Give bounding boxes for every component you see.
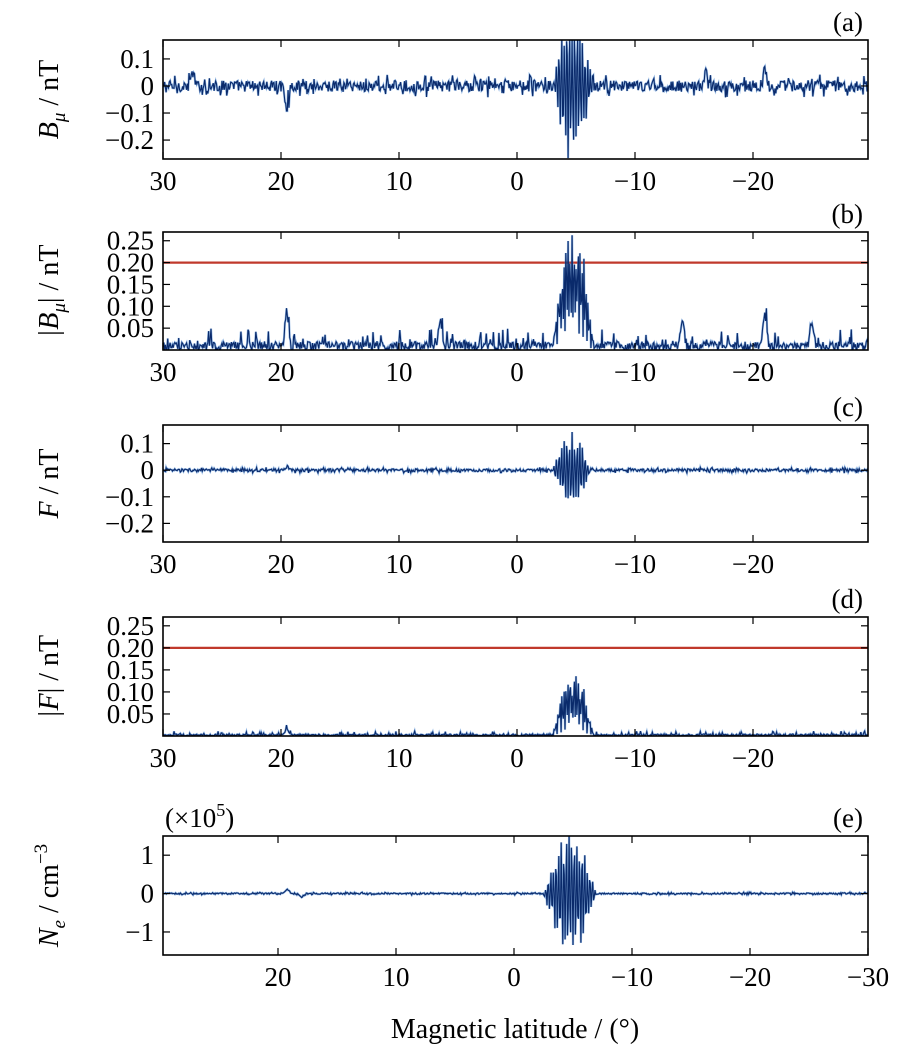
x-tick-label-e: −20 (729, 962, 771, 992)
plot-frame-b (162, 231, 869, 351)
y-tick-label-d: 0.10 (107, 677, 154, 707)
panel-label-d: (d) (832, 584, 863, 614)
x-tick-label-a: 10 (386, 166, 413, 196)
y-tick-label-c: 0 (141, 455, 155, 485)
y-tick-label-a: 0.1 (120, 44, 154, 74)
x-tick-label-a: −10 (614, 166, 656, 196)
y-axis-label-d: |F| / nT (34, 635, 65, 718)
series-line-c (163, 431, 868, 499)
y-tick-label-b: 0.15 (107, 269, 154, 299)
x-tick-label-a: 20 (268, 166, 295, 196)
panel-label-c: (c) (833, 392, 863, 422)
series-line-light-c (163, 431, 868, 499)
y-tick-label-d: 0.15 (107, 655, 154, 685)
y-tick-label-e: −1 (125, 917, 154, 947)
plot-frame-c (162, 424, 869, 543)
x-tick-label-e: 0 (507, 962, 521, 992)
y-tick-label-e: 1 (141, 840, 155, 870)
series-line-e (163, 836, 868, 946)
series-line-d (163, 676, 868, 736)
x-tick-label-c: −20 (732, 549, 774, 579)
y-tick-label-b: 0.25 (107, 226, 154, 256)
y-tick-label-d: 0.05 (107, 699, 154, 729)
x-tick-label-c: 20 (268, 549, 295, 579)
y-tick-label-c: −0.1 (105, 482, 154, 512)
chart-panel-b: 30 20 10 0 −10 −20 0.250.200.150.100.05 (b) |Bμ|… (34, 199, 869, 387)
x-tick-label-c: 10 (386, 549, 413, 579)
y-axis-label-e: Ne / cm−3 (31, 844, 70, 948)
x-tick-label-b: −10 (614, 357, 656, 387)
x-tick-label-c: 0 (510, 549, 524, 579)
x-tick-label-d: 20 (268, 743, 295, 773)
x-tick-label-d: −10 (614, 743, 656, 773)
x-tick-label-b: 30 (150, 357, 177, 387)
series-line-a (163, 40, 868, 159)
y-tick-label-a: −0.1 (105, 98, 154, 128)
x-tick-label-a: 0 (510, 166, 524, 196)
x-tick-label-d: −20 (732, 743, 774, 773)
x-tick-label-b: 20 (268, 357, 295, 387)
y-tick-label-b: 0.05 (107, 313, 154, 343)
plot-frame-a (162, 39, 869, 160)
chart-panel-d: 30 20 10 0 −10 −20 0.250.200.150.100.05 (d) |F| … (34, 584, 869, 773)
x-tick-label-c: 30 (150, 549, 177, 579)
plot-frame-d (162, 616, 869, 737)
x-tick-label-c: −10 (614, 549, 656, 579)
x-tick-label-b: −20 (732, 357, 774, 387)
x-tick-label-e: −30 (847, 962, 889, 992)
panel-label-e: (e) (833, 803, 863, 833)
series-line-light-e (163, 836, 868, 946)
x-tick-label-b: 0 (510, 357, 524, 387)
y-tick-label-b: 0.20 (107, 248, 154, 278)
x-tick-label-e: 20 (265, 962, 292, 992)
y-tick-label-a: 0 (141, 71, 155, 101)
y-axis-label-a: Bμ / nT (34, 60, 70, 140)
x-tick-label-d: 30 (150, 743, 177, 773)
x-axis-title: Magnetic latitude / (°) (391, 1014, 639, 1045)
scale-note: (×105) (165, 800, 234, 833)
x-tick-label-d: 10 (386, 743, 413, 773)
y-tick-label-b: 0.10 (107, 291, 154, 321)
chart-panel-a: 30 20 10 0 −10 −200.10−0.1−0.2(a)Bμ / nT (34, 7, 869, 196)
y-tick-label-c: −0.2 (105, 508, 154, 538)
x-tick-label-a: −20 (732, 166, 774, 196)
series-line-light-a (163, 40, 868, 159)
plot-frame-e (162, 835, 869, 956)
y-tick-label-a: −0.2 (105, 125, 154, 155)
x-tick-label-b: 10 (386, 357, 413, 387)
y-axis-label-b: |Bμ| / nT (34, 245, 70, 338)
y-tick-label-d: 0.20 (107, 633, 154, 663)
panel-label-a: (a) (833, 7, 863, 37)
series-line-light-b (163, 235, 868, 350)
x-tick-label-e: 10 (383, 962, 410, 992)
y-tick-label-d: 0.25 (107, 611, 154, 641)
chart-panel-c: 30 20 10 0 −10 −200.10−0.1−0.2(c)F / nT (34, 392, 869, 579)
series-line-light-d (163, 676, 868, 736)
x-tick-label-e: −10 (611, 962, 653, 992)
x-tick-label-a: 30 (150, 166, 177, 196)
y-tick-label-c: 0.1 (120, 429, 154, 459)
panel-label-b: (b) (832, 199, 863, 229)
y-axis-label-c: F / nT (34, 449, 65, 520)
y-tick-label-e: 0 (141, 879, 155, 909)
x-tick-label-d: 0 (510, 743, 524, 773)
